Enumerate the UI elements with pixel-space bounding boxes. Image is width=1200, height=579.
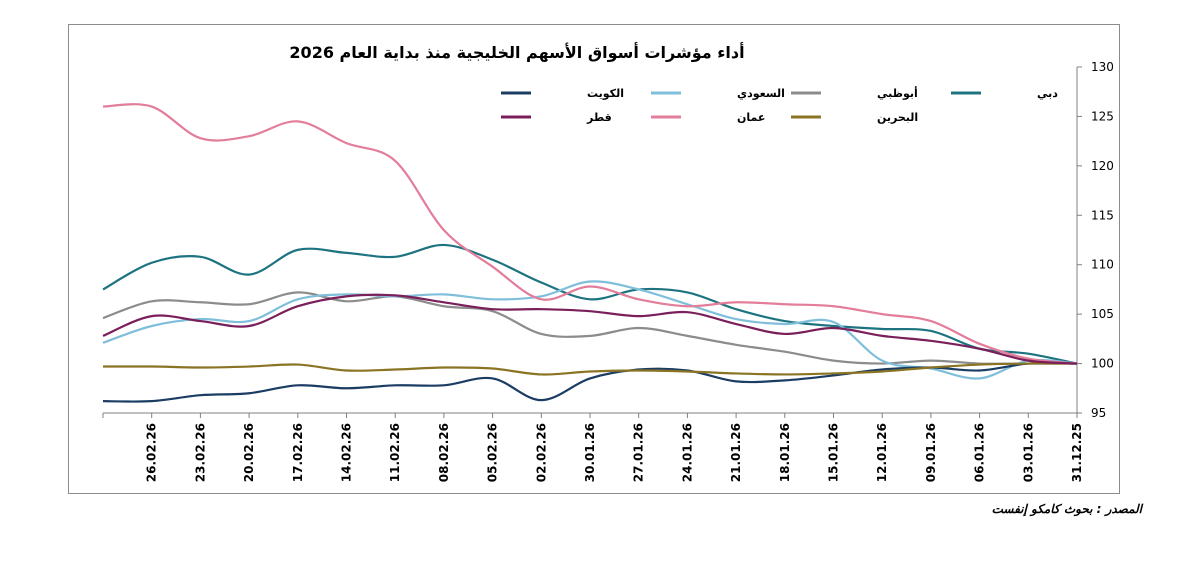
x-tick-label: 11.02.26 — [388, 423, 402, 482]
plot-background — [103, 67, 1077, 413]
legend-label: السعودي — [737, 87, 785, 100]
y-tick-label: 95 — [1091, 406, 1106, 420]
series-line-0 — [102, 243, 1078, 365]
x-tick-label: 17.02.26 — [291, 423, 305, 482]
series-line-5 — [102, 103, 1078, 365]
x-tick-label: 14.02.26 — [340, 423, 354, 482]
legend: دبي أبوظبي السعودي الكويت البحرين عمان قطر — [501, 86, 1058, 124]
legend-label: دبي — [1037, 87, 1058, 100]
x-tick-label: 18.01.26 — [778, 423, 792, 482]
x-tick-label: 27.01.26 — [632, 423, 646, 482]
y-tick-label: 105 — [1091, 307, 1114, 321]
x-tick-label: 23.02.26 — [193, 423, 207, 482]
x-tick-label: 06.01.26 — [973, 423, 987, 482]
x-tick-label: 09.01.26 — [924, 423, 938, 482]
legend-label: أبوظبي — [877, 86, 918, 100]
x-tick-label: 30.01.26 — [583, 423, 597, 482]
x-tick-label: 12.01.26 — [875, 423, 889, 482]
series-line-4 — [102, 362, 1078, 376]
legend-label: قطر — [586, 111, 612, 124]
y-tick-label: 115 — [1091, 208, 1114, 222]
line-chart: أداء مؤشرات أسواق الأسهم الخليجية منذ بد… — [102, 42, 1114, 482]
legend-label: عمان — [737, 111, 765, 124]
y-tick-label: 125 — [1091, 109, 1114, 123]
y-tick-label: 120 — [1091, 159, 1114, 173]
x-tick-label: 08.02.26 — [437, 423, 451, 482]
x-tick-label: 21.01.26 — [729, 423, 743, 482]
legend-label: الكويت — [587, 87, 624, 100]
x-tick-label: 20.02.26 — [242, 423, 256, 482]
source-note: المصدر : بحوث كامكو إنفست — [991, 502, 1142, 516]
x-tick-label: 15.01.26 — [827, 423, 841, 482]
x-tick-label: 31.12.25 — [1070, 423, 1084, 482]
y-tick-label: 100 — [1091, 357, 1114, 371]
y-tick-label: 130 — [1091, 60, 1114, 74]
chart-title: أداء مؤشرات أسواق الأسهم الخليجية منذ بد… — [289, 42, 744, 62]
legend-label: البحرين — [877, 111, 918, 124]
plot-area: 95 100 105 110 115 120 125 130 26.02.26 23.02.26 2… — [102, 60, 1114, 482]
x-tick-label: 24.01.26 — [680, 423, 694, 482]
x-tick-label: 05.02.26 — [486, 423, 500, 482]
x-tick-label: 26.02.26 — [145, 423, 159, 482]
y-tick-label: 110 — [1091, 258, 1114, 272]
series-line-6 — [102, 293, 1078, 365]
x-tick-label: 02.02.26 — [534, 423, 548, 482]
chart-frame: أداء مؤشرات أسواق الأسهم الخليجية منذ بد… — [68, 24, 1120, 494]
x-tick-label: 03.01.26 — [1021, 423, 1035, 482]
series-line-1 — [102, 291, 1077, 365]
